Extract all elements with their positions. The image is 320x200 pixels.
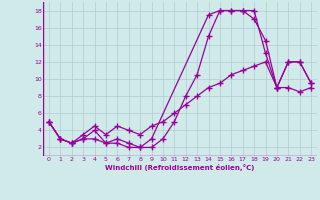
X-axis label: Windchill (Refroidissement éolien,°C): Windchill (Refroidissement éolien,°C) — [105, 164, 255, 171]
